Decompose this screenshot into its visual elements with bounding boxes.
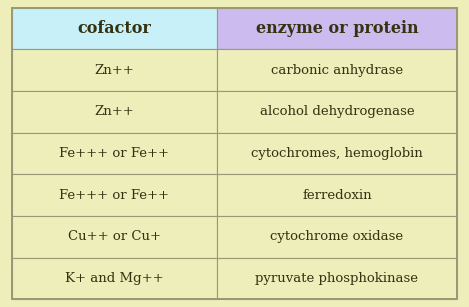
Text: cytochromes, hemoglobin: cytochromes, hemoglobin [251,147,423,160]
Text: enzyme or protein: enzyme or protein [256,20,418,37]
Text: cytochrome oxidase: cytochrome oxidase [271,230,403,243]
Text: K+ and Mg++: K+ and Mg++ [65,272,164,285]
Text: alcohol dehydrogenase: alcohol dehydrogenase [260,105,414,118]
Text: Cu++ or Cu+: Cu++ or Cu+ [68,230,161,243]
Text: Fe+++ or Fe++: Fe+++ or Fe++ [59,147,169,160]
Bar [217,91,457,133]
Bar [12,49,217,91]
Bar [12,258,217,299]
Text: pyruvate phosphokinase: pyruvate phosphokinase [256,272,418,285]
Bar [217,49,457,91]
Text: cofactor: cofactor [77,20,151,37]
Bar [217,174,457,216]
Text: Zn++: Zn++ [94,105,134,118]
Bar [12,133,217,174]
Bar [12,91,217,133]
Bar [12,216,217,258]
Bar [217,8,457,49]
Bar [217,216,457,258]
Text: ferredoxin: ferredoxin [302,189,372,202]
Bar [12,8,217,49]
Text: carbonic anhydrase: carbonic anhydrase [271,64,403,77]
Text: Zn++: Zn++ [94,64,134,77]
Bar [12,174,217,216]
Bar [217,258,457,299]
Text: Fe+++ or Fe++: Fe+++ or Fe++ [59,189,169,202]
Bar [217,133,457,174]
